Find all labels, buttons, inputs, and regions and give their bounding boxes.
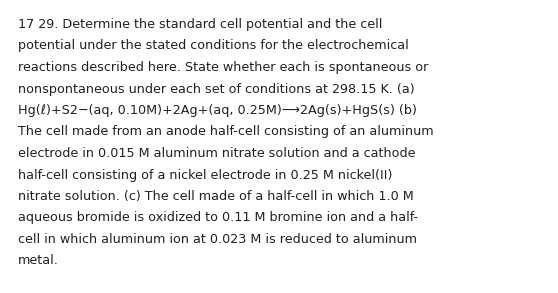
Text: potential under the stated conditions for the electrochemical: potential under the stated conditions fo… bbox=[18, 40, 409, 52]
Text: reactions described here. State whether each is spontaneous or: reactions described here. State whether … bbox=[18, 61, 429, 74]
Text: cell in which aluminum ion at 0.023 M is reduced to aluminum: cell in which aluminum ion at 0.023 M is… bbox=[18, 233, 417, 246]
Text: aqueous bromide is oxidized to 0.11 M bromine ion and a half-: aqueous bromide is oxidized to 0.11 M br… bbox=[18, 212, 418, 224]
Text: nitrate solution. (c) The cell made of a half-cell in which 1.0 M: nitrate solution. (c) The cell made of a… bbox=[18, 190, 413, 203]
Text: nonspontaneous under each set of conditions at 298.15 K. (a): nonspontaneous under each set of conditi… bbox=[18, 83, 415, 96]
Text: electrode in 0.015 M aluminum nitrate solution and a cathode: electrode in 0.015 M aluminum nitrate so… bbox=[18, 147, 416, 160]
Text: Hg(ℓ)+S2−(aq, 0.10M)+2Ag+(aq, 0.25M)⟶2Ag(s)+HgS(s) (b): Hg(ℓ)+S2−(aq, 0.10M)+2Ag+(aq, 0.25M)⟶2Ag… bbox=[18, 104, 417, 117]
Text: metal.: metal. bbox=[18, 255, 59, 268]
Text: The cell made from an anode half-cell consisting of an aluminum: The cell made from an anode half-cell co… bbox=[18, 125, 434, 139]
Text: half-cell consisting of a nickel electrode in 0.25 M nickel(II): half-cell consisting of a nickel electro… bbox=[18, 168, 392, 181]
Text: 17 29. Determine the standard cell potential and the cell: 17 29. Determine the standard cell poten… bbox=[18, 18, 382, 31]
